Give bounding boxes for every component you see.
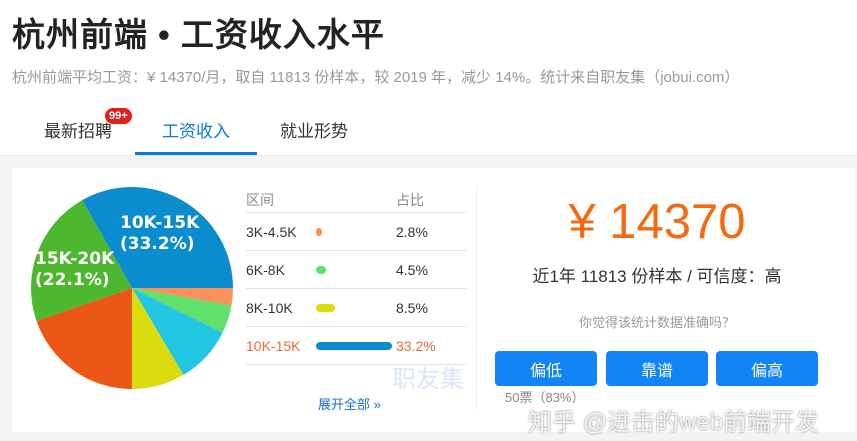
share-cell: 33.2%	[396, 338, 436, 354]
table-header: 区间 占比	[246, 186, 467, 213]
range-cell: 10K-15K	[246, 338, 301, 354]
expand-all-link[interactable]: 展开全部 »	[318, 397, 381, 412]
salary-range-table: 区间 占比 3K-4.5K 2.8% 6K-8K 4.5% 8K-10K 8.5% 1…	[246, 186, 467, 365]
share-cell: 8.5%	[396, 300, 428, 316]
range-cell: 3K-4.5K	[246, 224, 297, 240]
range-cell: 6K-8K	[246, 262, 285, 278]
range-cell: 8K-10K	[246, 300, 293, 316]
pie-slice-6k-8k	[132, 288, 232, 333]
share-bar	[316, 342, 392, 350]
pie-label-pct: (33.2%)	[120, 234, 195, 254]
share-cell: 2.8%	[396, 224, 428, 240]
share-bar	[316, 266, 327, 274]
table-row: 10K-15K 33.2%	[246, 327, 467, 365]
pie-label-15k-20k: 15K-20K (22.1%)	[35, 249, 114, 291]
sample-info: 近1年 11813 份样本 / 可信度：高	[532, 267, 782, 286]
tab-badge: 99+	[105, 108, 132, 124]
accuracy-question: 你觉得该统计数据准确吗？	[578, 315, 735, 330]
tab-salary[interactable]: 工资收入	[135, 118, 257, 155]
pie-label-range: 10K-15K	[120, 213, 200, 233]
page-subtitle: 杭州前端平均工资：¥ 14370/月，取自 11813 份样本，较 2019 年…	[12, 69, 740, 86]
table-row: 3K-4.5K 2.8%	[246, 213, 467, 251]
share-bar	[316, 304, 336, 312]
watermark-jobui: 职友集	[392, 366, 464, 393]
col-share-header: 占比	[396, 192, 424, 208]
share-cell: 4.5%	[396, 262, 428, 278]
vote-low-button[interactable]: 偏低	[495, 351, 597, 386]
pie-slice	[132, 288, 223, 375]
average-salary: ¥ 14370	[568, 195, 746, 249]
watermark-zhihu: 知乎 @进击的web前端开发	[528, 409, 820, 436]
vote-high-button[interactable]: 偏高	[716, 351, 818, 386]
tab-latest-jobs[interactable]: 最新招聘	[44, 122, 112, 141]
table-row: 8K-10K 8.5%	[246, 289, 467, 327]
pie-slice-3k-4.5k	[132, 288, 233, 306]
pie-label-pct: (22.1%)	[35, 270, 110, 290]
pie-label-range: 15K-20K	[35, 249, 115, 269]
tab-employment-trend[interactable]: 就业形势	[280, 122, 348, 141]
pie-label-10k-15k: 10K-15K (33.2%)	[120, 213, 199, 255]
vote-accurate-button[interactable]: 靠谱	[606, 351, 708, 386]
pie-slice-8k-10k	[132, 288, 184, 389]
tab-divider	[0, 155, 857, 156]
vertical-divider	[476, 186, 477, 410]
pie-slice-10k-15k	[82, 187, 233, 288]
vote-count: 50票（83%）	[505, 390, 585, 405]
col-range-header: 区间	[246, 192, 274, 208]
pie-slice	[36, 288, 132, 389]
page-title: 杭州前端 • 工资收入水平	[12, 16, 385, 53]
table-row: 6K-8K 4.5%	[246, 251, 467, 289]
salary-pie-chart	[31, 187, 233, 389]
pie-slice-15k-20k	[31, 200, 133, 322]
share-bar	[316, 228, 323, 236]
